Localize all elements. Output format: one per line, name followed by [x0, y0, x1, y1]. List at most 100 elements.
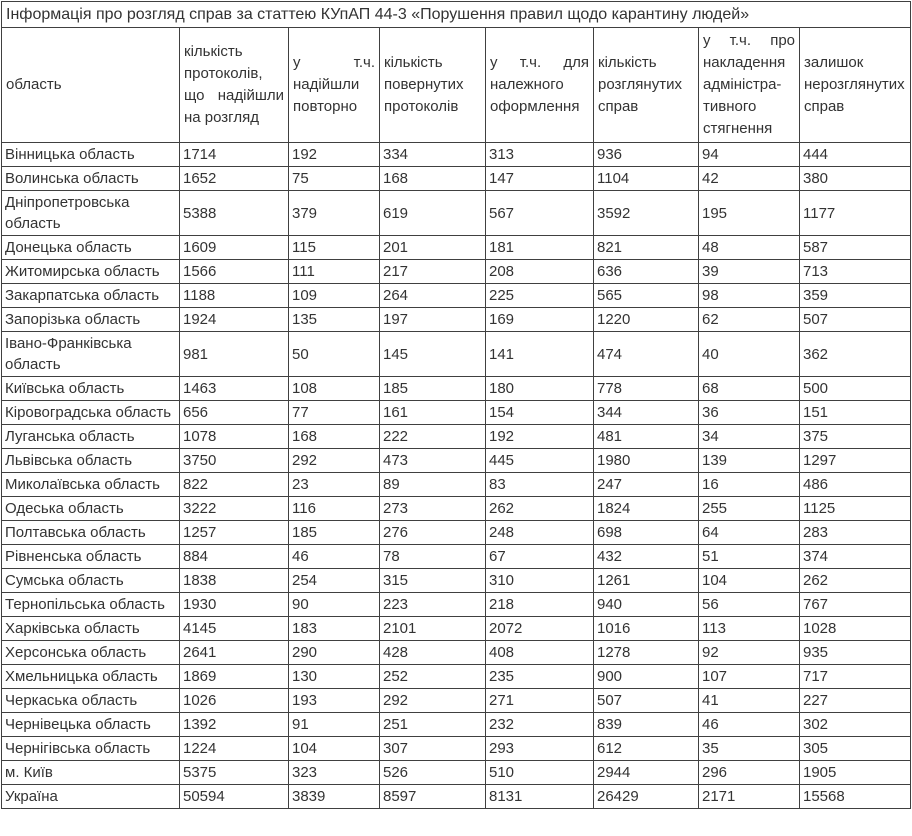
value-cell: 98	[698, 283, 800, 308]
value-cell: 247	[593, 472, 699, 497]
value-cell: 252	[379, 664, 486, 689]
value-cell: 41	[698, 688, 800, 713]
value-cell: 717	[799, 664, 911, 689]
region-cell: Хмельницька область	[1, 664, 180, 689]
value-cell: 232	[485, 712, 594, 737]
column-header-5: у т.ч. для належного оформлення	[485, 27, 594, 143]
table-row: Львівська область 3750 292 473 445 1980 139 129…	[1, 448, 911, 473]
column-header-7: у т.ч. про накладення адміністра-тивного…	[698, 27, 800, 143]
value-cell: 567	[485, 190, 594, 236]
value-cell: 305	[799, 736, 911, 761]
value-cell: 67	[485, 544, 594, 569]
value-cell: 290	[288, 640, 380, 665]
title-row: Інформація про розгляд справ за статтею …	[1, 1, 911, 28]
value-cell: 23	[288, 472, 380, 497]
value-cell: 1188	[179, 283, 289, 308]
value-cell: 4145	[179, 616, 289, 641]
value-cell: 3839	[288, 784, 380, 809]
value-cell: 380	[799, 166, 911, 191]
value-cell: 2101	[379, 616, 486, 641]
region-cell: Вінницька область	[1, 142, 180, 167]
value-cell: 474	[593, 331, 699, 377]
value-cell: 1028	[799, 616, 911, 641]
table-row: Україна 50594 3839 8597 8131 26429 2171 15568	[1, 784, 911, 809]
value-cell: 251	[379, 712, 486, 737]
region-cell: Чернівецька область	[1, 712, 180, 737]
value-cell: 619	[379, 190, 486, 236]
region-cell: Волинська область	[1, 166, 180, 191]
value-cell: 428	[379, 640, 486, 665]
value-cell: 486	[799, 472, 911, 497]
value-cell: 46	[288, 544, 380, 569]
value-cell: 313	[485, 142, 594, 167]
table-row: Дніпропетровська область 5388 379 619 567 359…	[1, 190, 911, 236]
column-header-3: у т.ч. надійшли повторно	[288, 27, 380, 143]
table-row: Чернігівська область 1224 104 307 293 612 35 30…	[1, 736, 911, 761]
value-cell: 302	[799, 712, 911, 737]
table-row: Миколаївська область 822 23 89 83 247 16 486	[1, 472, 911, 497]
value-cell: 981	[179, 331, 289, 377]
table-row: Херсонська область 2641 290 428 408 1278 92 935	[1, 640, 911, 665]
value-cell: 116	[288, 496, 380, 521]
value-cell: 51	[698, 544, 800, 569]
value-cell: 713	[799, 259, 911, 284]
value-cell: 1869	[179, 664, 289, 689]
value-cell: 180	[485, 376, 594, 401]
value-cell: 1177	[799, 190, 911, 236]
region-cell: Херсонська область	[1, 640, 180, 665]
value-cell: 42	[698, 166, 800, 191]
table-row: Київська область 1463 108 185 180 778 68 500	[1, 376, 911, 401]
table-row: Рівненська область 884 46 78 67 432 51 374	[1, 544, 911, 569]
value-cell: 185	[379, 376, 486, 401]
value-cell: 283	[799, 520, 911, 545]
column-header-2: кількість протоколів, що надійшли на роз…	[179, 27, 289, 143]
value-cell: 104	[698, 568, 800, 593]
value-cell: 507	[799, 307, 911, 332]
region-cell: Луганська область	[1, 424, 180, 449]
value-cell: 115	[288, 235, 380, 260]
value-cell: 3750	[179, 448, 289, 473]
value-cell: 91	[288, 712, 380, 737]
region-cell: Миколаївська область	[1, 472, 180, 497]
value-cell: 139	[698, 448, 800, 473]
value-cell: 109	[288, 283, 380, 308]
value-cell: 767	[799, 592, 911, 617]
value-cell: 565	[593, 283, 699, 308]
value-cell: 1463	[179, 376, 289, 401]
value-cell: 218	[485, 592, 594, 617]
value-cell: 821	[593, 235, 699, 260]
value-cell: 1125	[799, 496, 911, 521]
value-cell: 50	[288, 331, 380, 377]
value-cell: 375	[799, 424, 911, 449]
value-cell: 2171	[698, 784, 800, 809]
region-cell: Україна	[1, 784, 180, 809]
value-cell: 227	[799, 688, 911, 713]
value-cell: 35	[698, 736, 800, 761]
value-cell: 526	[379, 760, 486, 785]
value-cell: 89	[379, 472, 486, 497]
table-row: Запорізька область 1924 135 197 169 1220 62 507	[1, 307, 911, 332]
value-cell: 195	[698, 190, 800, 236]
value-cell: 145	[379, 331, 486, 377]
value-cell: 1078	[179, 424, 289, 449]
value-cell: 481	[593, 424, 699, 449]
value-cell: 154	[485, 400, 594, 425]
value-cell: 612	[593, 736, 699, 761]
value-cell: 636	[593, 259, 699, 284]
value-cell: 5388	[179, 190, 289, 236]
header-row: область кількість протоколів, що надійшли…	[1, 27, 911, 143]
value-cell: 108	[288, 376, 380, 401]
column-header-1: область	[1, 27, 180, 143]
value-cell: 34	[698, 424, 800, 449]
value-cell: 323	[288, 760, 380, 785]
region-cell: Київська область	[1, 376, 180, 401]
value-cell: 432	[593, 544, 699, 569]
value-cell: 264	[379, 283, 486, 308]
value-cell: 262	[799, 568, 911, 593]
value-cell: 936	[593, 142, 699, 167]
value-cell: 656	[179, 400, 289, 425]
value-cell: 1392	[179, 712, 289, 737]
value-cell: 307	[379, 736, 486, 761]
value-cell: 1278	[593, 640, 699, 665]
value-cell: 292	[288, 448, 380, 473]
